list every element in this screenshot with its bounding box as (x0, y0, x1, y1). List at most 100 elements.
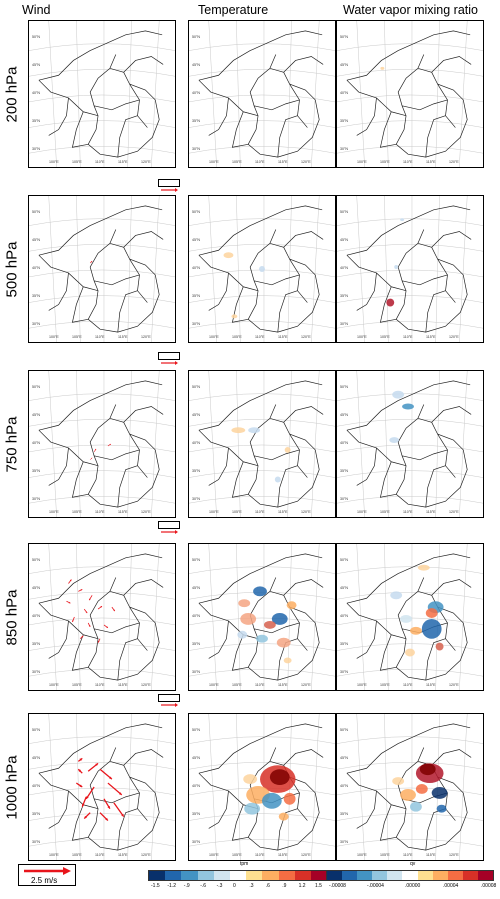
lon-tick-label: 120°E (141, 160, 151, 164)
lon-tick-label: 110°E (403, 160, 413, 164)
province-boundaries (198, 205, 324, 333)
colorbar-swatch (294, 871, 311, 880)
wind-vector (113, 802, 125, 817)
anomaly-patch (262, 792, 282, 809)
lon-tick-label: 120°E (301, 160, 311, 164)
lat-tick-label: 40°N (340, 91, 349, 95)
lat-tick-label: 35°N (192, 642, 201, 646)
lon-tick-label: 100°E (357, 160, 367, 164)
wind-vector-head (81, 803, 85, 807)
lat-tick-label: 35°N (32, 294, 41, 298)
lon-tick-label: 100°E (49, 853, 59, 857)
colorbar-label: .3 (249, 883, 254, 889)
lat-tick-label: 40°N (340, 614, 349, 618)
wind-vector-head (95, 763, 99, 766)
anomaly-patch (402, 403, 414, 410)
wind-vector-head (81, 635, 84, 638)
row-label-500: 500 hPa (3, 241, 21, 297)
anomaly-patch (390, 591, 403, 600)
lat-tick-label: 45°N (192, 756, 201, 760)
colorbar-swatch (477, 871, 494, 880)
colorbar-swatch (229, 871, 247, 880)
anomaly-patch (386, 298, 395, 307)
lon-tick-label: 100°E (209, 335, 219, 339)
lon-tick-label: 120°E (141, 335, 151, 339)
colorbar-swatch (357, 871, 373, 880)
colorbar-swatch (417, 871, 433, 880)
wind-vector-head (78, 769, 82, 772)
anomaly-patch (389, 437, 400, 444)
province-boundaries (346, 30, 472, 158)
lon-tick-label: 115°E (426, 683, 436, 687)
anomaly-patch (231, 314, 238, 319)
lat-tick-label: 35°N (340, 812, 349, 816)
lat-tick-label: 40°N (192, 91, 201, 95)
lat-tick-label: 45°N (340, 756, 349, 760)
lat-tick-label: 40°N (32, 266, 41, 270)
colorbar-label: -1.5 (151, 883, 160, 889)
lat-tick-label: 40°N (192, 266, 201, 270)
lon-tick-label: 105°E (380, 335, 390, 339)
lon-tick-label: 110°E (95, 510, 105, 514)
lat-tick-label: 45°N (340, 586, 349, 590)
province-boundaries (38, 205, 164, 333)
wind-vector-head (94, 448, 97, 451)
anomaly-patch (223, 252, 234, 259)
lon-tick-label: 120°E (449, 160, 459, 164)
column-title-vapor: Water vapor mixing ratio (343, 3, 478, 17)
lat-tick-label: 30°N (340, 322, 349, 326)
colorbar-label: .00008 (481, 883, 497, 889)
lon-tick-label: 110°E (95, 160, 105, 164)
lat-tick-label: 35°N (32, 812, 41, 816)
lat-tick-label: 50°N (192, 728, 201, 732)
colorbar-swatch (181, 871, 198, 880)
wind-vector-head (121, 813, 124, 817)
anomaly-patch (436, 804, 447, 813)
colorbar-swatch (262, 871, 279, 880)
lat-tick-label: 30°N (340, 497, 349, 501)
colorbar-swatch (402, 871, 418, 880)
wind-vector-head (69, 579, 72, 582)
wind-vector-head (86, 796, 89, 799)
anomaly-patch (410, 626, 422, 635)
province-boundaries (198, 553, 324, 681)
lat-tick-label: 40°N (32, 784, 41, 788)
wind-ref-arrow-850 (158, 694, 180, 707)
province-boundaries (38, 380, 164, 508)
lat-tick-label: 35°N (192, 469, 201, 473)
anomaly-patch (394, 265, 399, 269)
lon-tick-label: 120°E (301, 683, 311, 687)
lon-tick-label: 105°E (380, 853, 390, 857)
lon-tick-label: 120°E (141, 853, 151, 857)
colorbar-swatch (372, 871, 388, 880)
lon-tick-label: 110°E (403, 853, 413, 857)
lon-tick-label: 105°E (72, 853, 82, 857)
lat-tick-label: 50°N (32, 210, 41, 214)
qv-colorbar (326, 870, 494, 881)
row-label-1000: 1000 hPa (3, 754, 21, 820)
lat-tick-label: 50°N (192, 35, 201, 39)
province-boundaries (346, 380, 472, 508)
lon-tick-label: 100°E (209, 510, 219, 514)
lon-tick-label: 100°E (357, 853, 367, 857)
map-panel-wind-0: 50°N 45°N 40°N 35°N 30°N 100°E 105°E 110°E 115°E… (28, 20, 176, 168)
lat-tick-label: 30°N (192, 147, 201, 151)
wind-vector-head (79, 784, 83, 787)
anomaly-patch (421, 618, 442, 639)
anomaly-patch (276, 637, 291, 648)
anomaly-patch (431, 787, 448, 799)
lat-tick-label: 40°N (32, 441, 41, 445)
wind-vector (99, 768, 113, 780)
lat-tick-label: 35°N (192, 294, 201, 298)
wind-vector-head (91, 457, 93, 459)
lon-tick-label: 115°E (426, 510, 436, 514)
lon-tick-label: 110°E (255, 335, 265, 339)
lon-tick-label: 110°E (403, 510, 413, 514)
lat-tick-label: 35°N (192, 812, 201, 816)
map-panel-temp-1: 50°N 45°N 40°N 35°N 30°N 100°E 105°E 110°E 115°E… (188, 195, 336, 343)
lon-tick-label: 110°E (403, 335, 413, 339)
map-panel-temp-0: 50°N 45°N 40°N 35°N 30°N 100°E 105°E 110°E 115°E… (188, 20, 336, 168)
lon-tick-label: 105°E (232, 853, 242, 857)
wind-vector-head (80, 589, 83, 591)
anomaly-patch (410, 801, 422, 812)
